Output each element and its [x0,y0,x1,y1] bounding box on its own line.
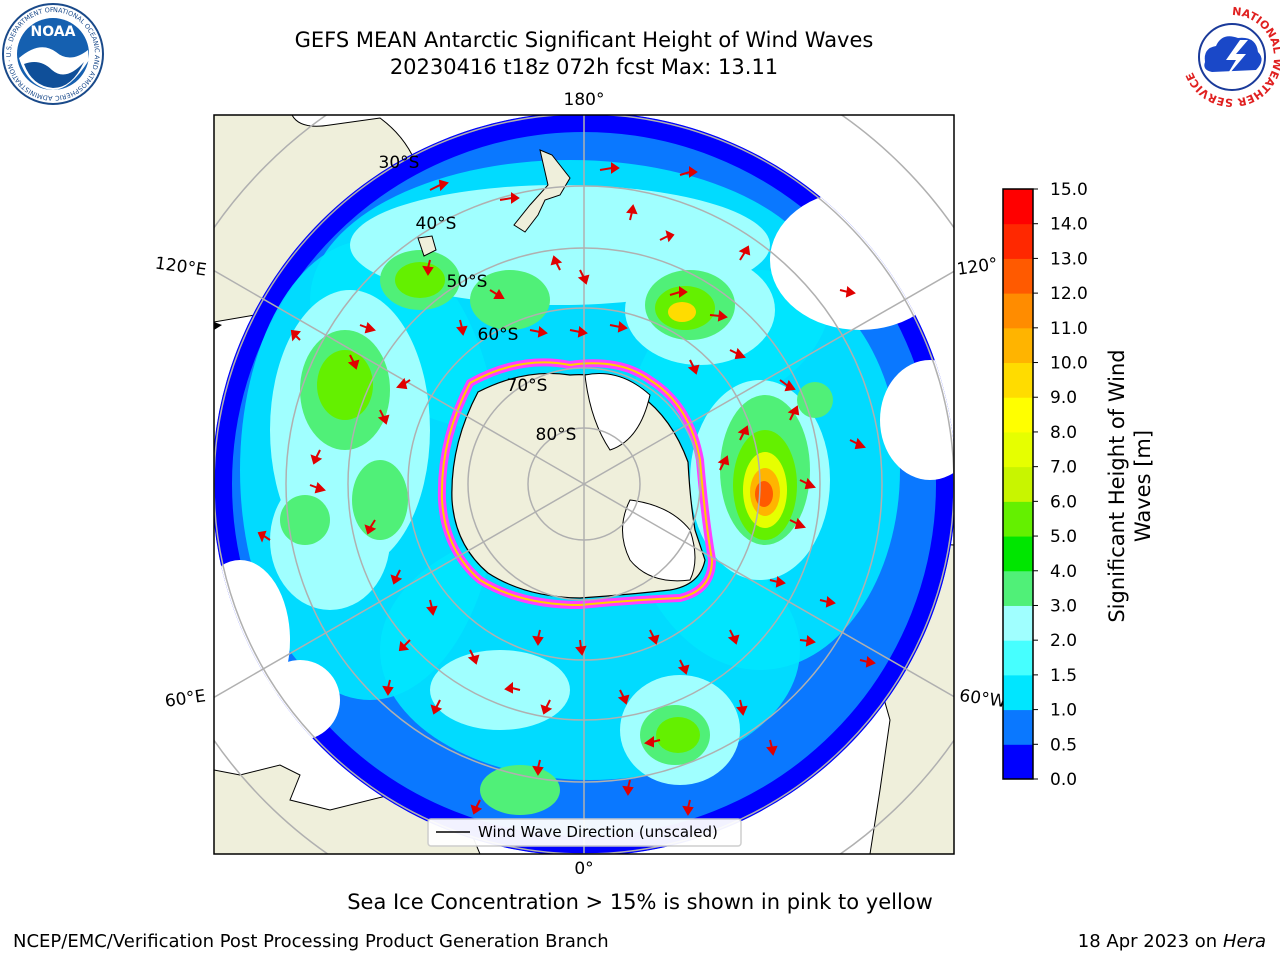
colorbar-tick-label: 14.0 [1050,215,1088,235]
colorbar-tick-label: 8.0 [1050,423,1077,443]
lon-label-120e: 120°E [154,254,208,281]
wind-wave-arrows [257,162,876,816]
footer-host: Hera [1222,931,1266,952]
noaa-logo-text: NOAA [31,24,76,40]
colorbar-swatch [1003,536,1033,572]
footer-date-text: 18 Apr 2023 on [1077,931,1223,952]
colorbar-swatch [1003,605,1033,641]
colorbar-tick-label: 13.0 [1050,249,1088,269]
lat-label-40s: 40°S [416,214,457,234]
colorbar-swatch [1003,674,1033,711]
colorbar-swatch [1003,397,1033,433]
colorbar-swatch [1003,362,1033,398]
lon-label-120w: 120° [956,254,999,280]
colorbar-swatch [1003,709,1033,745]
colorbar-tick-label: 0.5 [1050,735,1077,755]
new-zealand [513,149,571,233]
footer-date: 18 Apr 2023 on Hera [1078,931,1266,952]
map-frame [213,114,955,855]
lat-label-60s: 60°S [478,325,519,345]
footer-organization: NCEP/EMC/Verification Post Processing Pr… [13,931,609,952]
colorbar-tick-label: 12.0 [1050,284,1088,304]
colorbar-tick-label: 5.0 [1050,527,1077,547]
colorbar-tick-label: 15.0 [1050,180,1088,200]
graticule [214,115,954,854]
colorbar-label-line1: Significant Height of Wind [1105,349,1129,622]
colorbar-swatch [1003,431,1033,468]
map-subtitle: 20230416 t18z 072h fcst Max: 13.11 [389,55,779,79]
lat-label-70s: 70°S [507,376,548,396]
lon-label-180: 180° [564,90,605,110]
colorbar-swatch [1003,223,1033,259]
colorbar-swatch [1003,189,1033,225]
lon-label-60w: 60°W [958,686,1007,712]
nws-logo-icon: NATIONAL WEATHER SERVICE [1182,5,1280,109]
colorbar-swatch [1003,744,1033,780]
map-legend: Wind Wave Direction (unscaled) [427,818,742,847]
colorbar-label-line2: Waves [m] [1131,430,1155,542]
colorbar-tick-label: 3.0 [1050,596,1077,616]
colorbar-tick-label: 2.0 [1050,631,1077,651]
sea-ice-caption: Sea Ice Concentration > 15% is shown in … [347,890,933,914]
map-title: GEFS MEAN Antarctic Significant Height o… [294,28,874,52]
colorbar-tick-label: 0.0 [1050,770,1077,790]
colorbar-swatch [1003,640,1033,676]
colorbar-tick-label: 7.0 [1050,458,1077,478]
colorbar-swatch [1003,327,1033,364]
colorbar-tick-label: 9.0 [1050,388,1077,408]
legend-label: Wind Wave Direction (unscaled) [478,823,718,841]
colorbar-swatch [1003,293,1033,329]
colorbar-swatch [1003,570,1033,606]
colorbar-tick-label: 10.0 [1050,354,1088,374]
colorbar-swatch [1003,466,1033,502]
lat-label-30s: 30°S [379,153,420,173]
lat-label-80s: 80°S [536,425,577,445]
lon-label-0: 0° [574,859,593,879]
colorbar-swatch [1003,258,1033,294]
colorbar-swatch [1003,501,1033,537]
colorbar-tick-label: 6.0 [1050,492,1077,512]
colorbar-tick-label: 1.5 [1050,666,1077,686]
noaa-logo-icon: NATIONAL OCEANIC AND ATMOSPHERIC ADMINIS… [0,0,104,105]
colorbar-tick-label: 4.0 [1050,562,1077,582]
lat-label-50s: 50°S [447,272,488,292]
lon-label-60e: 60°E [164,686,207,711]
colorbar: 0.0 0.5 1.0 1.5 2.0 3.0 4.0 5.0 6.0 7.0 8.0 9.0 10.0… [1002,180,1088,790]
colorbar-tick-label: 1.0 [1050,701,1077,721]
colorbar-tick-label: 11.0 [1050,319,1088,339]
